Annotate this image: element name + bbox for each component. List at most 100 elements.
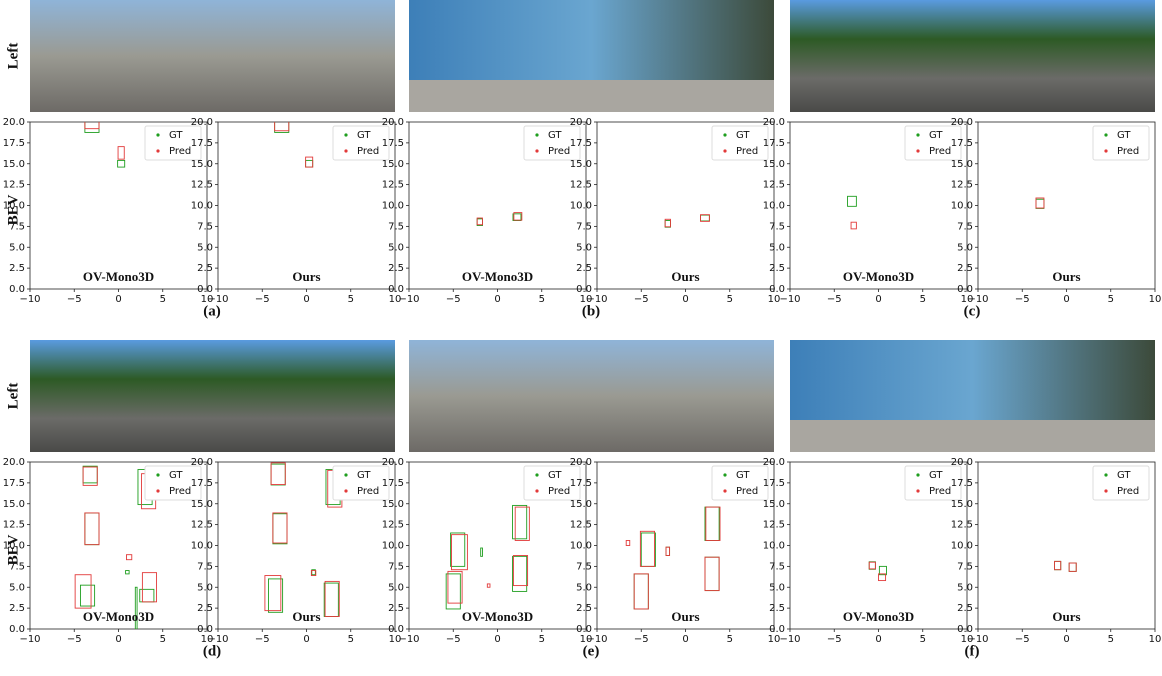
y-tick-label: 17.5: [951, 138, 973, 149]
x-tick-label: 5: [539, 294, 545, 305]
y-tick-label: 10.0: [3, 201, 25, 212]
y-tick-label: 15.0: [763, 499, 785, 510]
y-tick-label: 17.5: [570, 138, 592, 149]
legend-label: Pred: [1117, 486, 1139, 497]
y-tick-label: 17.5: [951, 478, 973, 489]
y-tick-label: 10.0: [951, 201, 973, 212]
y-tick-label: 17.5: [191, 478, 213, 489]
pred-box: [141, 572, 158, 603]
plot-title: OV-Mono3D: [83, 269, 154, 284]
legend-label: Pred: [736, 146, 758, 157]
row-label: BEV: [5, 534, 21, 565]
plot-title: OV-Mono3D: [843, 269, 914, 284]
x-tick-label: 10: [201, 294, 214, 305]
y-tick-label: 20.0: [570, 117, 592, 128]
legend-label: GT: [929, 130, 943, 141]
legend-marker: [156, 149, 160, 153]
y-tick-label: 7.5: [957, 561, 973, 572]
x-tick-label: 10: [768, 294, 781, 305]
photos: [30, 0, 1155, 452]
x-tick-label: −5: [827, 634, 842, 645]
x-tick-label: −10: [207, 634, 228, 645]
x-tick-label: −10: [586, 294, 607, 305]
y-tick-label: 2.5: [957, 603, 973, 614]
y-tick-label: 20.0: [3, 117, 25, 128]
y-tick-label: 2.5: [9, 263, 25, 274]
photo-ground: [409, 80, 774, 112]
legend-label: GT: [357, 130, 371, 141]
legend-label: GT: [736, 130, 750, 141]
y-tick-label: 17.5: [191, 138, 213, 149]
x-tick-label: 5: [727, 294, 733, 305]
panel-label: (f): [965, 643, 980, 659]
y-tick-label: 15.0: [191, 159, 213, 170]
x-tick-label: 10: [1149, 294, 1162, 305]
y-tick-label: 5.0: [576, 582, 592, 593]
y-tick-label: 15.0: [951, 159, 973, 170]
x-tick-label: 0: [303, 294, 309, 305]
y-tick-label: 12.5: [951, 180, 973, 191]
y-tick-label: 20.0: [570, 457, 592, 468]
y-tick-label: 17.5: [570, 478, 592, 489]
pred-box: [850, 221, 857, 230]
legend-marker: [535, 133, 539, 137]
x-tick-label: −10: [398, 294, 419, 305]
x-tick-label: 0: [875, 634, 881, 645]
y-tick-label: 10.0: [763, 541, 785, 552]
y-tick-label: 2.5: [9, 603, 25, 614]
y-tick-label: 10.0: [570, 201, 592, 212]
x-tick-label: 10: [768, 634, 781, 645]
gt-box: [134, 586, 138, 629]
x-tick-label: −5: [446, 294, 461, 305]
gt-box: [480, 547, 483, 557]
gt-box: [117, 159, 126, 168]
y-tick-label: 0.0: [957, 284, 973, 295]
legend-label: Pred: [357, 486, 379, 497]
pred-box: [476, 217, 483, 226]
x-tick-label: −5: [634, 634, 649, 645]
photo: [409, 340, 774, 452]
x-tick-label: 5: [920, 634, 926, 645]
row-label: Left: [5, 383, 21, 410]
pred-box: [868, 561, 876, 570]
y-tick-label: 10.0: [3, 541, 25, 552]
pred-box: [512, 555, 529, 587]
legend-label: Pred: [736, 486, 758, 497]
y-tick-label: 10.0: [763, 201, 785, 212]
y-tick-label: 10.0: [951, 541, 973, 552]
legend-label: GT: [1117, 130, 1131, 141]
x-tick-label: 0: [1063, 294, 1069, 305]
y-tick-label: 15.0: [763, 159, 785, 170]
y-tick-label: 15.0: [191, 499, 213, 510]
plot-title: Ours: [671, 269, 699, 284]
y-tick-label: 2.5: [197, 603, 213, 614]
y-tick-label: 12.5: [3, 180, 25, 191]
y-tick-label: 7.5: [9, 561, 25, 572]
x-tick-label: −5: [446, 634, 461, 645]
y-tick-label: 0.0: [197, 624, 213, 635]
y-tick-label: 15.0: [3, 499, 25, 510]
legend-label: GT: [736, 470, 750, 481]
boxes: [74, 465, 158, 629]
boxes: [84, 122, 126, 168]
y-tick-label: 5.0: [769, 242, 785, 253]
pred-box: [705, 506, 721, 541]
legend-marker: [1104, 133, 1108, 137]
x-tick-label: −10: [967, 634, 988, 645]
legend-marker: [535, 489, 539, 493]
y-tick-label: 15.0: [570, 499, 592, 510]
panel-label: (d): [203, 643, 221, 659]
y-tick-label: 15.0: [570, 159, 592, 170]
y-tick-label: 20.0: [382, 457, 404, 468]
y-tick-label: 2.5: [388, 603, 404, 614]
y-tick-label: 7.5: [388, 221, 404, 232]
pred-box: [310, 570, 317, 577]
x-tick-label: 5: [348, 294, 354, 305]
boxes: [868, 561, 887, 582]
legend-marker: [156, 133, 160, 137]
boxes: [1054, 560, 1077, 572]
pred-box: [633, 573, 649, 610]
legend-marker: [916, 473, 920, 477]
y-tick-label: 2.5: [197, 263, 213, 274]
x-tick-label: 5: [160, 294, 166, 305]
